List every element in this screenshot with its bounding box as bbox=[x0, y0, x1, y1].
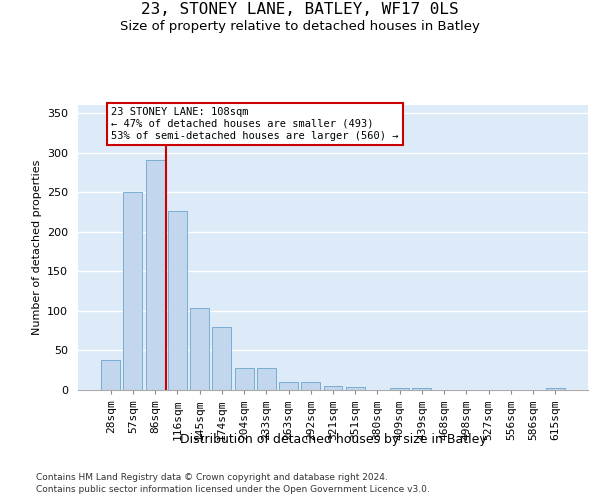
Bar bbox=[168, 211, 187, 390]
Bar bbox=[323, 386, 343, 390]
Bar bbox=[235, 368, 254, 390]
Bar bbox=[257, 368, 276, 390]
Bar bbox=[101, 360, 120, 390]
Text: Contains HM Land Registry data © Crown copyright and database right 2024.: Contains HM Land Registry data © Crown c… bbox=[36, 472, 388, 482]
Bar bbox=[190, 308, 209, 390]
Bar bbox=[301, 382, 320, 390]
Bar bbox=[212, 328, 231, 390]
Text: Distribution of detached houses by size in Batley: Distribution of detached houses by size … bbox=[179, 432, 487, 446]
Text: 23, STONEY LANE, BATLEY, WF17 0LS: 23, STONEY LANE, BATLEY, WF17 0LS bbox=[141, 2, 459, 18]
Bar bbox=[146, 160, 164, 390]
Text: Contains public sector information licensed under the Open Government Licence v3: Contains public sector information licen… bbox=[36, 485, 430, 494]
Bar bbox=[124, 192, 142, 390]
Bar bbox=[279, 382, 298, 390]
Bar bbox=[346, 387, 365, 390]
Y-axis label: Number of detached properties: Number of detached properties bbox=[32, 160, 41, 335]
Bar bbox=[412, 388, 431, 390]
Bar bbox=[546, 388, 565, 390]
Text: 23 STONEY LANE: 108sqm
← 47% of detached houses are smaller (493)
53% of semi-de: 23 STONEY LANE: 108sqm ← 47% of detached… bbox=[111, 108, 399, 140]
Text: Size of property relative to detached houses in Batley: Size of property relative to detached ho… bbox=[120, 20, 480, 33]
Bar bbox=[390, 388, 409, 390]
